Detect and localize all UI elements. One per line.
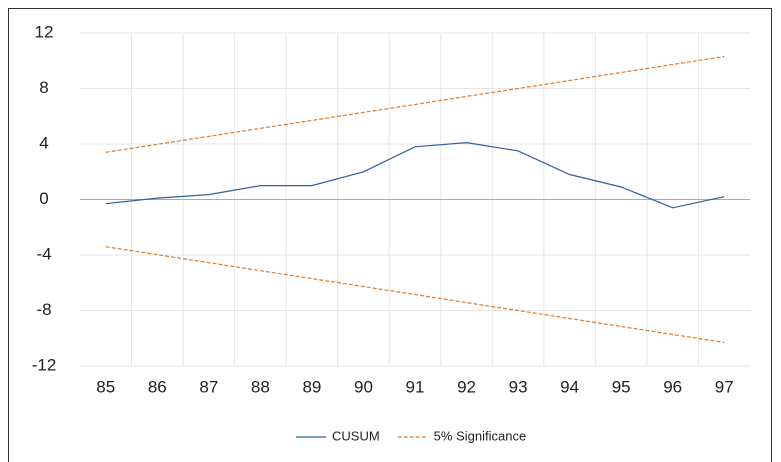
x-tick-label: 95 — [612, 377, 631, 396]
x-tick-label: 86 — [148, 377, 167, 396]
y-tick-label: -4 — [36, 244, 51, 263]
x-tick-label: 88 — [251, 377, 270, 396]
x-tick-label: 96 — [663, 377, 682, 396]
y-tick-label: 12 — [35, 22, 54, 41]
x-tick-label: 89 — [302, 377, 321, 396]
y-tick-label: 0 — [39, 189, 48, 208]
x-tick-label: 87 — [199, 377, 218, 396]
y-tick-label: 4 — [39, 133, 48, 152]
y-tick-label: -8 — [36, 300, 51, 319]
x-tick-label: 92 — [457, 377, 476, 396]
x-tick-label: 85 — [96, 377, 115, 396]
x-tick-label: 93 — [509, 377, 528, 396]
x-tick-label: 94 — [560, 377, 579, 396]
legend-label: CUSUM — [332, 428, 380, 443]
chart: -12 -8 -4 0 4 8 12 85 86 87 88 89 90 91 92 93 94 95 96 97 CU… — [0, 0, 781, 462]
y-tick-label: -12 — [32, 355, 57, 374]
x-tick-label: 90 — [354, 377, 373, 396]
x-tick-label: 97 — [715, 377, 734, 396]
x-tick-label: 91 — [406, 377, 425, 396]
legend-label: 5% Significance — [434, 428, 527, 443]
y-tick-label: 8 — [39, 78, 48, 97]
